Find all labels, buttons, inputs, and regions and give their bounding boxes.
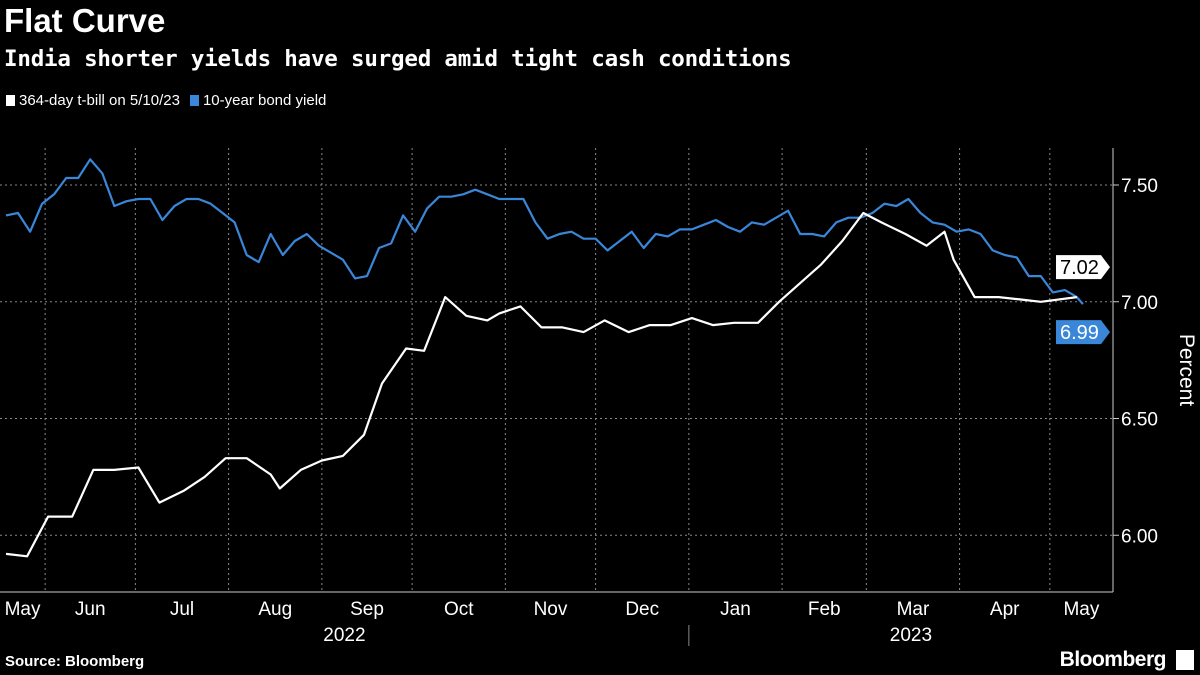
x-tick-label: Oct	[444, 599, 474, 620]
y-tick-label: 7.00	[1121, 293, 1158, 314]
legend-label: 364-day t-bill on 5/10/23	[19, 92, 180, 109]
x-tick-label: Jan	[720, 599, 751, 620]
chart-title: Flat Curve	[4, 2, 166, 39]
last-value-label-tbill: 7.02	[1060, 257, 1099, 279]
y-tick-label: 6.50	[1121, 410, 1158, 431]
bloomberg-terminal-icon	[1176, 650, 1194, 670]
x-tick-label: Apr	[990, 599, 1020, 620]
last-value-label-bond: 6.99	[1060, 322, 1099, 344]
chart-subtitle: India shorter yields have surged amid ti…	[4, 46, 792, 72]
last-value-label-bond-bg	[1056, 320, 1110, 345]
legend: 364-day t-bill on 5/10/23 10-year bond y…	[6, 92, 326, 109]
legend-label: 10-year bond yield	[202, 92, 327, 109]
y-axis-label: Percent	[1175, 334, 1198, 407]
x-tick-label: Dec	[625, 599, 659, 620]
x-tick-label: Mar	[897, 599, 930, 620]
legend-swatch	[189, 95, 199, 106]
last-value-label-tbill-bg	[1056, 255, 1110, 280]
x-tick-label: Jul	[170, 599, 194, 620]
x-tick-label: Nov	[534, 599, 568, 620]
legend-item-tbill: 364-day t-bill on 5/10/23	[6, 92, 180, 109]
x-tick-label: Jun	[75, 599, 106, 620]
legend-item-bond: 10-year bond yield	[189, 92, 327, 109]
bloomberg-logo: Bloomberg	[1059, 648, 1167, 671]
x-tick-label: Sep	[350, 599, 384, 620]
x-tick-label: May	[1063, 599, 1099, 620]
x-tick-label: Aug	[258, 599, 292, 620]
y-tick-label: 6.00	[1121, 526, 1158, 547]
y-tick-label: 7.50	[1121, 176, 1158, 197]
x-tick-label: Feb	[808, 599, 841, 620]
series-line-tbill	[5, 211, 1078, 558]
x-tick-label: May	[5, 599, 41, 620]
series-line-bond-yield	[5, 158, 1084, 305]
year-label: 2023	[890, 625, 932, 646]
source-note: Source: Bloomberg	[5, 653, 145, 670]
legend-swatch	[6, 95, 15, 106]
year-label: 2022	[323, 625, 365, 646]
